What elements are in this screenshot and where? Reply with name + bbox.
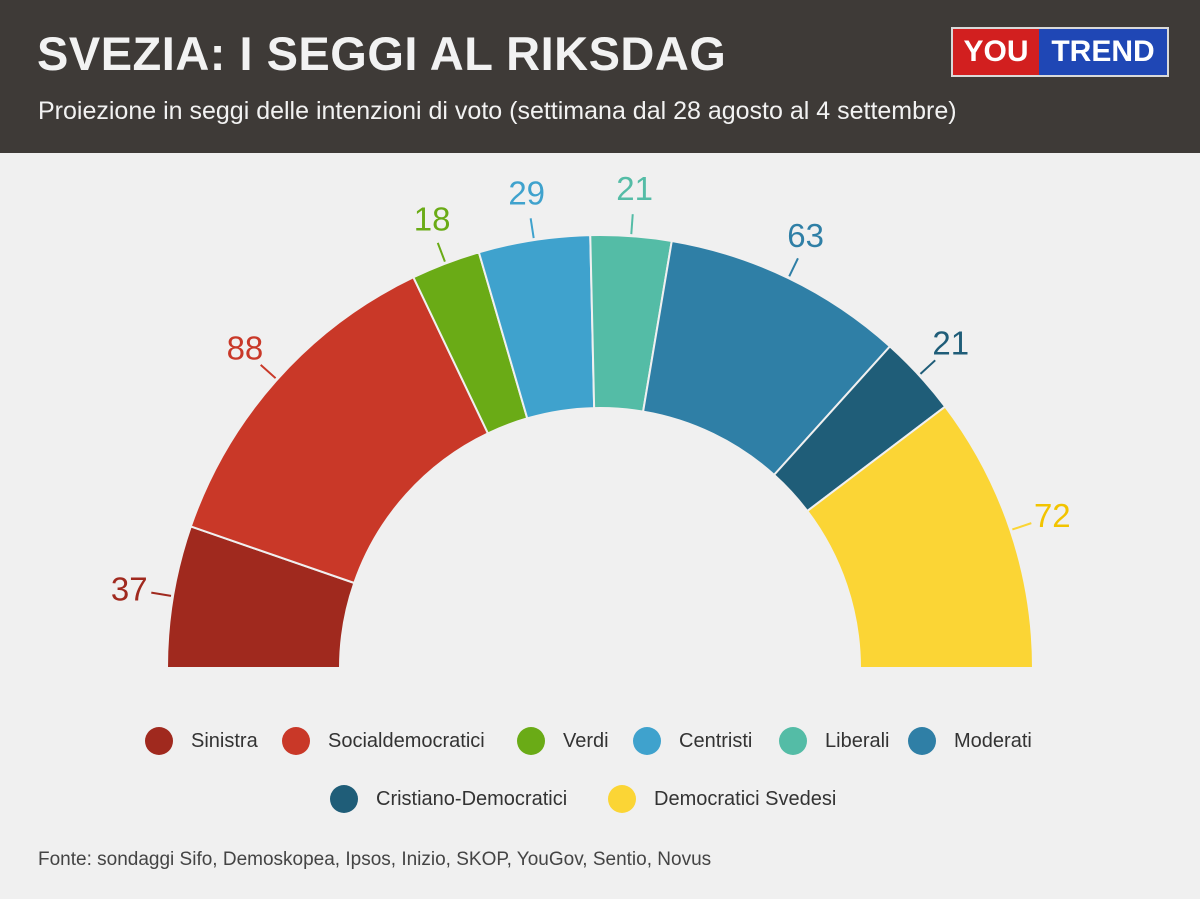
legend-item-cristiano-democratici: Cristiano-Democratici (330, 785, 567, 813)
leader-line-centristi (529, 218, 535, 239)
legend-swatch (330, 785, 358, 813)
legend-label: Cristiano-Democratici (376, 787, 568, 810)
logo-left-text: YOU (953, 29, 1039, 75)
leader-line-sinistra (151, 591, 172, 597)
leader-line-democratici-svedesi (1012, 522, 1032, 531)
leader-line-verdi (436, 242, 446, 262)
legend-item-sinistra: Sinistra (145, 727, 258, 755)
legend-swatch (145, 727, 173, 755)
value-label-liberali: 21 (616, 170, 653, 207)
legend-item-moderati: Moderati (908, 727, 1032, 755)
legend-label: Democratici Svedesi (654, 787, 837, 810)
legend-label: Socialdemocratici (328, 729, 485, 752)
value-label-sinistra: 37 (111, 570, 148, 607)
legend-swatch (517, 727, 545, 755)
leader-line-cristiano-democratici (919, 359, 936, 375)
logo-right-text: TREND (1039, 29, 1167, 75)
source-note: Fonte: sondaggi Sifo, Demoskopea, Ipsos,… (38, 849, 712, 870)
legend-item-democratici-svedesi: Democratici Svedesi (608, 785, 836, 813)
legend-swatch (608, 785, 636, 813)
value-label-democratici-svedesi: 72 (1034, 497, 1071, 534)
legend-swatch (282, 727, 310, 755)
legend-item-socialdemocratici: Socialdemocratici (282, 727, 485, 755)
legend-swatch (633, 727, 661, 755)
legend-item-liberali: Liberali (779, 727, 889, 755)
legend-label: Sinistra (191, 729, 258, 752)
legend-label: Verdi (563, 729, 609, 752)
value-label-moderati: 63 (787, 217, 824, 254)
header: SVEZIA: I SEGGI AL RIKSDAG Proiezione in… (0, 0, 1200, 153)
legend-item-verdi: Verdi (517, 727, 609, 755)
legend-item-centristi: Centristi (633, 727, 752, 755)
value-label-verdi: 18 (414, 201, 451, 238)
leader-line-liberali (630, 214, 634, 235)
value-label-cristiano-democratici: 21 (932, 325, 969, 362)
value-label-centristi: 29 (508, 175, 545, 212)
seat-segment-democratici-svedesi (805, 405, 1035, 669)
legend-label: Moderati (954, 729, 1032, 752)
legend-label: Centristi (679, 729, 753, 752)
page-title: SVEZIA: I SEGGI AL RIKSDAG (37, 27, 727, 80)
value-label-socialdemocratici: 88 (227, 330, 264, 367)
leader-line-moderati (788, 257, 799, 277)
legend-swatch (779, 727, 807, 755)
youtrend-logo: YOU TREND (951, 27, 1169, 77)
leader-line-socialdemocratici (260, 364, 277, 379)
parliament-chart: 37 88 18 29 21 63 21 72 (111, 170, 1071, 669)
legend-label: Liberali (825, 729, 890, 752)
legend-swatch (908, 727, 936, 755)
page-subtitle: Proiezione in seggi delle intenzioni di … (38, 97, 957, 125)
